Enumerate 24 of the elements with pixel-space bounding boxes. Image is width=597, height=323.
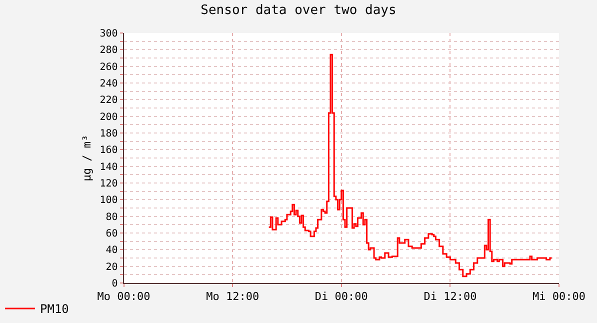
y-axis-title: µg / m³: [80, 134, 94, 182]
y-tick-label: 80: [106, 212, 118, 223]
legend-label: PM10: [40, 302, 69, 316]
y-tick-label: 20: [106, 262, 118, 273]
y-tick-label: 200: [100, 112, 118, 123]
x-tick-label: Mo 00:00: [97, 290, 150, 304]
y-tick-label: 220: [100, 95, 118, 106]
x-tick-label: Mo 12:00: [206, 290, 260, 304]
y-tick-label: 40: [106, 245, 118, 256]
x-tick-label: Di 12:00: [424, 290, 477, 304]
chart-title: Sensor data over two days: [200, 2, 396, 18]
y-tick-label: 140: [100, 162, 118, 173]
y-tick-label: 100: [100, 195, 118, 206]
y-tick-label: 180: [100, 128, 118, 140]
y-tick-label: 120: [100, 178, 118, 190]
y-tick-label: 260: [100, 62, 118, 73]
y-tick-label: 0: [112, 278, 118, 290]
y-tick-label: 280: [100, 45, 118, 56]
x-tick-label: Mi 00:00: [532, 290, 586, 304]
y-tick-label: 160: [100, 145, 118, 156]
y-tick-label: 60: [106, 228, 118, 240]
y-tick-label: 300: [100, 28, 118, 40]
y-tick-label: 240: [100, 78, 118, 90]
x-tick-label: Di 00:00: [314, 290, 368, 304]
